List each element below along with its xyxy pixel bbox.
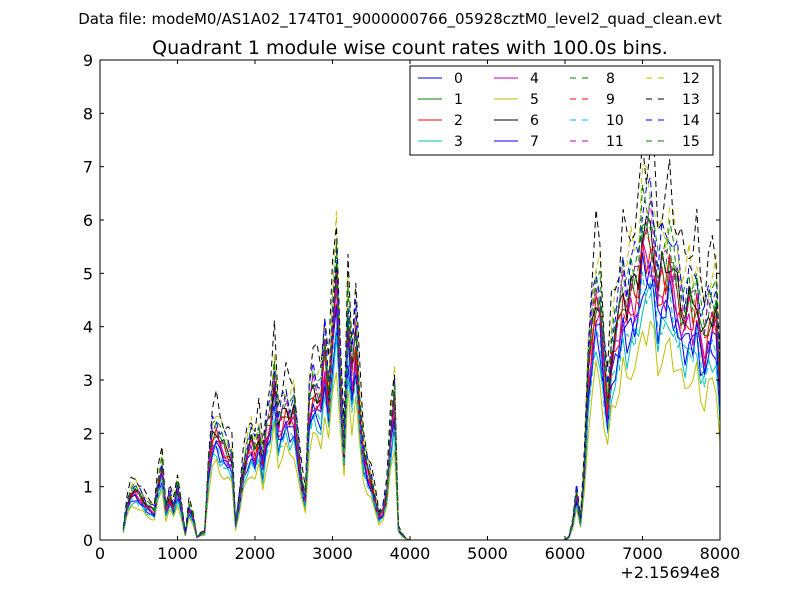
- series-line-8: [122, 194, 721, 541]
- legend-label-10: 10: [606, 113, 624, 129]
- series-line-12: [122, 163, 721, 541]
- legend-label-13: 13: [682, 92, 700, 108]
- y-tick-label: 1: [83, 478, 93, 497]
- legend-label-9: 9: [606, 92, 615, 108]
- x-tick-label: 1000: [157, 544, 198, 563]
- x-tick-label: 7000: [622, 544, 663, 563]
- x-offset-label: +2.15694e8: [620, 563, 720, 582]
- legend-label-5: 5: [530, 92, 539, 108]
- y-tick-label: 8: [83, 104, 93, 123]
- legend-label-14: 14: [682, 113, 700, 129]
- y-tick-label: 7: [83, 158, 93, 177]
- x-tick-label: 4000: [390, 544, 431, 563]
- legend-label-6: 6: [530, 113, 539, 129]
- legend-label-12: 12: [682, 71, 700, 87]
- x-tick-label: 0: [95, 544, 105, 563]
- legend-label-0: 0: [454, 71, 463, 87]
- series-line-1: [122, 222, 721, 541]
- chart-title: Quadrant 1 module wise count rates with …: [152, 37, 668, 59]
- legend-label-3: 3: [454, 134, 463, 150]
- x-tick-label: 3000: [312, 544, 353, 563]
- legend-label-8: 8: [606, 71, 615, 87]
- y-tick-label: 4: [83, 318, 93, 337]
- series-line-9: [122, 228, 721, 541]
- legend-frame: [409, 65, 714, 156]
- suptitle: Data file: modeM0/AS1A02_174T01_90000007…: [78, 10, 722, 29]
- y-tick-label: 0: [83, 531, 93, 550]
- series-line-3: [122, 282, 721, 541]
- series-line-5: [122, 320, 721, 541]
- legend-label-2: 2: [454, 113, 463, 129]
- series-line-14: [122, 177, 721, 541]
- y-tick-label: 6: [83, 211, 93, 230]
- legend-label-15: 15: [682, 134, 700, 150]
- y-tick-label: 5: [83, 264, 93, 283]
- legend-label-4: 4: [530, 71, 539, 87]
- series-line-10: [122, 271, 721, 541]
- series-line-0: [122, 261, 721, 541]
- y-tick-label: 9: [83, 51, 93, 70]
- axis-ticks: 0 1000 2000 3000 4000 5000 6000 7000 80000123456…: [83, 51, 741, 563]
- legend-label-7: 7: [530, 134, 539, 150]
- legend-label-11: 11: [606, 134, 624, 150]
- x-tick-label: 8000: [700, 544, 741, 563]
- x-tick-label: 6000: [545, 544, 586, 563]
- y-tick-label: 2: [83, 424, 93, 443]
- x-tick-label: 2000: [235, 544, 276, 563]
- legend-label-1: 1: [454, 92, 463, 108]
- series-line-11: [122, 200, 721, 541]
- series-line-15: [122, 184, 721, 541]
- x-tick-label: 5000: [467, 544, 508, 563]
- series-lines: [122, 143, 721, 541]
- y-tick-label: 3: [83, 371, 93, 390]
